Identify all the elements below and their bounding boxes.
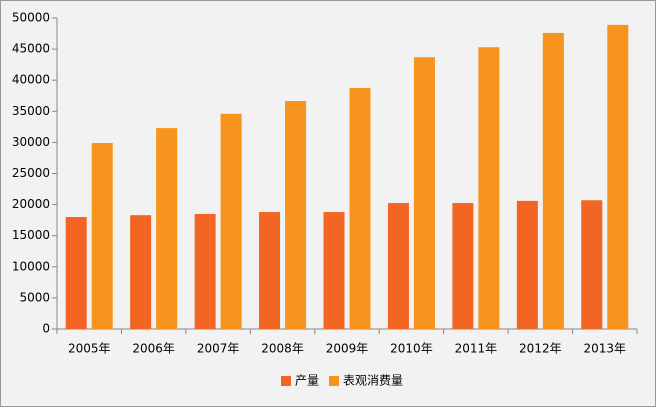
- bar: [323, 212, 345, 329]
- x-tick-label: 2006年: [132, 342, 175, 356]
- x-tick-label: 2010年: [390, 342, 433, 356]
- bar: [259, 212, 281, 329]
- x-tick-label: 2012年: [519, 342, 562, 356]
- bar: [349, 87, 371, 329]
- x-tick-label: 2011年: [455, 342, 498, 356]
- bar: [91, 143, 113, 329]
- bar: [542, 32, 564, 329]
- bar: [581, 200, 603, 329]
- y-tick-label: 25000: [12, 166, 50, 180]
- y-tick-label: 45000: [12, 42, 50, 56]
- y-tick-label: 5000: [19, 290, 50, 304]
- bar: [413, 57, 435, 329]
- legend-swatch: [329, 376, 339, 386]
- bar: [130, 215, 152, 329]
- x-tick-label: 2008年: [261, 342, 304, 356]
- legend-swatch: [281, 376, 291, 386]
- bar: [65, 217, 87, 329]
- y-tick-label: 30000: [12, 135, 50, 149]
- y-tick-label: 0: [42, 322, 50, 336]
- bar: [607, 24, 629, 329]
- x-tick-label: 2013年: [584, 342, 627, 356]
- y-tick-label: 50000: [12, 11, 50, 25]
- bar: [220, 113, 242, 330]
- y-tick-label: 35000: [12, 104, 50, 118]
- legend-label: 表观消费量: [343, 374, 403, 388]
- bar: [387, 203, 409, 329]
- y-tick-label: 20000: [12, 197, 50, 211]
- y-tick-label: 40000: [12, 73, 50, 87]
- bar: [478, 47, 500, 329]
- bar: [516, 200, 538, 329]
- legend-label: 产量: [295, 374, 319, 388]
- bar: [452, 203, 474, 329]
- y-tick-label: 15000: [12, 228, 50, 242]
- bar: [285, 101, 307, 329]
- x-tick-label: 2005年: [68, 342, 111, 356]
- x-tick-label: 2007年: [197, 342, 240, 356]
- y-tick-label: 10000: [12, 259, 50, 273]
- bar: [156, 128, 178, 329]
- bar: [194, 213, 216, 329]
- x-tick-label: 2009年: [326, 342, 369, 356]
